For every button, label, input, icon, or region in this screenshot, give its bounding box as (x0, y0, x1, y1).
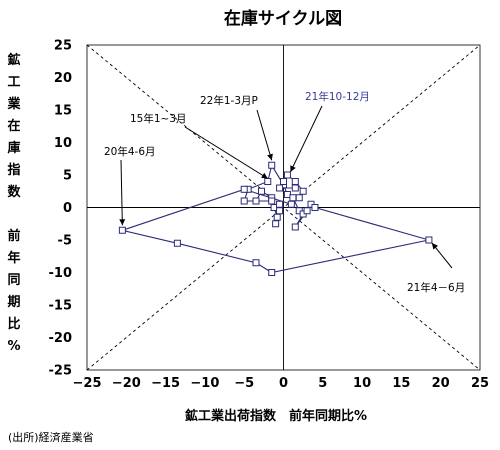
data-point (291, 184, 299, 192)
y-axis-title-char: 数 (7, 184, 21, 200)
y-axis-title-char: 工 (7, 75, 20, 90)
x-tick-label: −10 (190, 376, 219, 391)
data-point (268, 161, 276, 169)
y-axis-title-char: 年 (7, 250, 20, 266)
data-point (276, 207, 284, 215)
y-axis-title-char: % (7, 339, 20, 354)
series (118, 161, 433, 276)
x-tick-label: −15 (151, 376, 180, 391)
y-tick-label: 15 (54, 104, 72, 119)
y-tick-label: -15 (49, 299, 73, 314)
data-point (257, 187, 265, 195)
annotation-arrow (256, 109, 273, 161)
annotation-label: 21年10-12月 (305, 90, 370, 103)
data-point (280, 178, 287, 185)
data-point (268, 197, 276, 205)
annotation-arrow (184, 126, 269, 179)
y-tick-label: -10 (49, 266, 73, 281)
x-tick-label: 5 (318, 376, 327, 391)
y-tick-label: 0 (63, 201, 72, 216)
y-axis-title-char: 業 (6, 96, 21, 112)
data-point (272, 220, 280, 228)
y-tick-labels: 25 20 15 10 5 0 -5 -10 -15 -20 -25 (49, 39, 73, 379)
x-tick-label: 0 (279, 376, 288, 391)
y-tick-label: -20 (49, 331, 73, 346)
y-tick-label: 20 (54, 71, 72, 86)
annotation-arrow (120, 159, 123, 226)
y-tick-label: 25 (54, 39, 72, 54)
y-tick-label: -25 (49, 364, 73, 379)
y-tick-label: -5 (58, 234, 72, 249)
data-point (295, 194, 303, 202)
data-point (291, 223, 299, 231)
annotations: 15年1~3月 22年1-3月P 21年10-12月 20年4-6月 21年4－6月 (104, 90, 465, 294)
x-tick-labels: −25 −20 −15 −10 −5 0 5 10 15 20 25 (73, 376, 490, 391)
y-axis-title-char: 指 (7, 162, 20, 178)
data-point (273, 213, 281, 221)
data-point (252, 197, 260, 205)
annotation-arrow (289, 105, 323, 173)
annotation-arrowhead (290, 165, 296, 172)
y-axis-title-char: 比 (7, 316, 20, 332)
y-axis-title-char: 前 (7, 228, 20, 244)
data-point (240, 197, 248, 205)
y-axis-title-char: 在 (7, 118, 20, 134)
y-axis-title-char: 同 (7, 273, 20, 288)
annotation-arrowhead (431, 243, 439, 250)
data-point (425, 236, 433, 244)
x-axis-title: 鉱工業出荷指数 前年同期比% (185, 408, 367, 424)
data-point (276, 200, 284, 208)
annotation-label: 20年4-6月 (104, 145, 156, 158)
x-tick-label: 10 (353, 376, 371, 391)
annotation-arrowhead (119, 219, 126, 226)
annotation-arrowhead (261, 172, 268, 179)
data-point (303, 207, 311, 215)
data-point (173, 239, 181, 247)
source-note: (出所)経済産業省 (8, 430, 94, 444)
x-tick-label: −20 (112, 376, 141, 391)
y-tick-label: 10 (54, 136, 72, 151)
x-tick-label: −5 (234, 376, 254, 391)
annotation-arrowhead (267, 153, 273, 161)
x-tick-label: 20 (432, 376, 450, 391)
x-tick-label: 25 (471, 376, 489, 391)
data-point (240, 185, 248, 193)
y-axis-title-char: 期 (7, 295, 20, 310)
data-point (283, 171, 291, 179)
y-axis-title-char: 鉱 (7, 52, 20, 68)
x-tick-label: −25 (73, 376, 102, 391)
data-point (291, 178, 299, 185)
y-axis-title-char: 庫 (7, 140, 20, 156)
data-point (299, 187, 307, 195)
annotation-label: 15年1~3月 (130, 112, 187, 125)
x-tick-label: 15 (392, 376, 410, 391)
data-point (311, 204, 319, 211)
chart-title: 在庫サイクル図 (224, 8, 342, 29)
data-point (287, 200, 295, 208)
data-point (252, 259, 260, 267)
data-point (118, 226, 126, 234)
data-point (268, 269, 276, 276)
data-point (276, 184, 284, 192)
y-tick-label: 5 (63, 169, 72, 184)
annotation-label: 22年1-3月P (200, 94, 258, 107)
annotation-label: 21年4－6月 (407, 281, 465, 294)
data-point (264, 178, 272, 185)
data-point (289, 194, 297, 202)
